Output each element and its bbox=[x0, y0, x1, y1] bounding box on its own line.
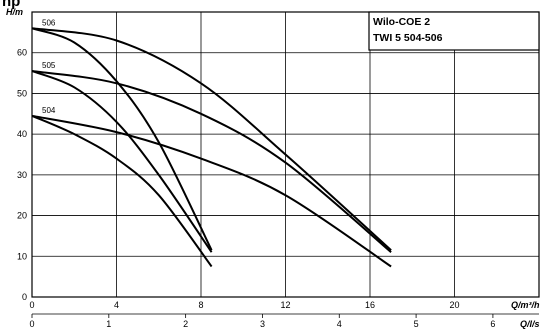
plot-area-frame bbox=[31, 11, 540, 298]
x2-tick-label: 5 bbox=[414, 319, 419, 329]
curve-504-steep bbox=[31, 114, 213, 268]
clipped-title-fragment: np bbox=[2, 0, 20, 10]
y-axis-ticks: 0 10 20 30 40 50 60 bbox=[17, 48, 27, 302]
x2-tick-label: 1 bbox=[106, 319, 111, 329]
x2-tick-label: 3 bbox=[260, 319, 265, 329]
curve-label-505: 505 bbox=[42, 61, 56, 70]
legend-line-0: Wilo-COE 2 bbox=[373, 16, 430, 28]
y-axis-title: H/m bbox=[6, 7, 23, 17]
y-tick-label: 0 bbox=[22, 292, 27, 302]
curve-label-504: 504 bbox=[42, 106, 56, 115]
x-tick-label: 8 bbox=[198, 300, 203, 310]
y-tick-label: 40 bbox=[17, 129, 27, 139]
x2-tick-label: 6 bbox=[490, 319, 495, 329]
curve-label-506: 506 bbox=[42, 18, 56, 27]
x-tick-label: 4 bbox=[114, 300, 119, 310]
grid-lines bbox=[32, 12, 539, 297]
x-axis-secondary-ticks: 0 1 2 3 4 5 6 bbox=[29, 313, 539, 329]
curve-506-flat bbox=[31, 27, 392, 251]
x-tick-label: 16 bbox=[365, 300, 375, 310]
x2-tick-label: 0 bbox=[29, 319, 34, 329]
y-tick-label: 60 bbox=[17, 48, 27, 58]
x-axis-secondary-title: Q/l/s bbox=[520, 319, 540, 329]
curve-504-flat bbox=[31, 114, 392, 268]
x2-tick-label: 4 bbox=[337, 319, 342, 329]
x-tick-label: 20 bbox=[449, 300, 459, 310]
x-tick-label: 0 bbox=[29, 300, 34, 310]
curve-506-steep bbox=[31, 27, 213, 251]
curve-505-flat bbox=[31, 70, 392, 253]
legend-box: Wilo-COE 2 TWI 5 504-506 bbox=[368, 11, 540, 51]
x-axis-primary-title: Q/m³/h bbox=[511, 300, 540, 310]
legend-line-1: TWI 5 504-506 bbox=[373, 32, 443, 44]
y-tick-label: 50 bbox=[17, 88, 27, 98]
x-tick-label: 12 bbox=[280, 300, 290, 310]
curves-group: 504 505 506 bbox=[31, 18, 392, 268]
x2-tick-label: 2 bbox=[183, 319, 188, 329]
x-axis-primary-ticks: 0 4 8 12 16 20 bbox=[29, 300, 459, 310]
curve-505-steep bbox=[31, 70, 213, 253]
y-tick-label: 20 bbox=[17, 211, 27, 221]
y-tick-label: 30 bbox=[17, 170, 27, 180]
y-tick-label: 10 bbox=[17, 251, 27, 261]
legend-frame bbox=[368, 11, 540, 51]
